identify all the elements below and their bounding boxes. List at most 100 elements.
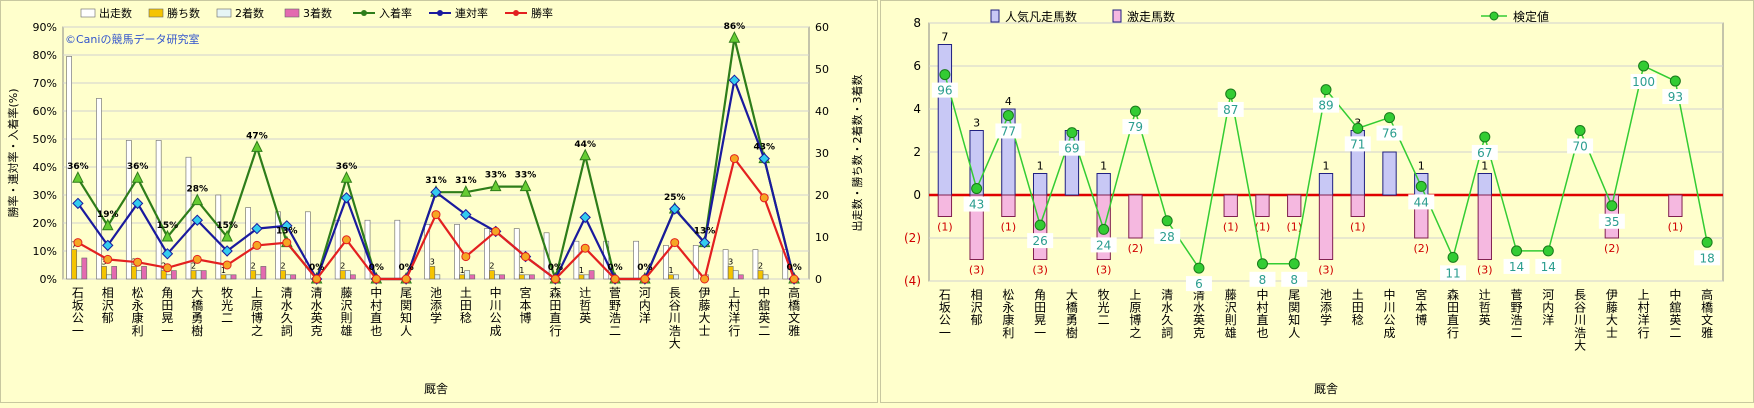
- legend-label: 検定値: [1513, 9, 1549, 24]
- bar-出走数: [513, 228, 520, 280]
- left-tick-label: 20%: [33, 217, 57, 230]
- place-rate-label: 31%: [425, 176, 447, 186]
- test-value-label: 35: [1604, 215, 1619, 229]
- bar-popular-losers: [1064, 130, 1080, 196]
- test-value-label-bg: [963, 196, 990, 212]
- marker-勝率: [312, 274, 322, 284]
- marker-test-value: [1511, 245, 1523, 257]
- bar-3着数: [588, 270, 595, 280]
- test-value-label: 14: [1509, 260, 1524, 274]
- bar-勝ち数: [459, 274, 465, 280]
- test-value-label-bg: [1694, 250, 1721, 266]
- test-value-label: 87: [1223, 103, 1238, 117]
- marker-連対率: [460, 208, 472, 221]
- legend-label: 勝率: [531, 6, 553, 20]
- bar-出走数: [305, 211, 311, 280]
- test-value-label-bg: [1471, 144, 1498, 160]
- marker-test-value: [1256, 258, 1268, 270]
- bar-3着数: [469, 274, 476, 280]
- category-label: 石坂公一: [939, 288, 951, 340]
- popular-count-label: 1: [1323, 160, 1330, 173]
- marker-連対率: [72, 197, 84, 210]
- legend-label: 2着数: [235, 6, 264, 20]
- test-value-label-bg: [1313, 97, 1339, 113]
- right-axis-title: 出走数・勝ち数・2着数・3着数: [850, 75, 864, 232]
- marker-連対率: [102, 239, 114, 252]
- marker-勝率: [401, 274, 411, 284]
- test-value-label: 26: [1033, 234, 1048, 248]
- win-count-label: 3: [728, 257, 733, 266]
- category-label: 藤沢則雄: [1225, 288, 1237, 340]
- y-tick-label: 4: [913, 102, 921, 116]
- popular-count-label: 7: [941, 31, 948, 44]
- bar-出走数: [215, 194, 222, 280]
- category-label: 藤沢則雄: [340, 286, 352, 338]
- upset-count-label: (2): [1128, 242, 1144, 255]
- bar-popular-losers: [937, 44, 953, 196]
- marker-勝率: [759, 193, 769, 203]
- marker-勝率: [73, 238, 83, 248]
- bar-popular-losers: [1382, 151, 1397, 196]
- marker-入着率: [72, 171, 84, 183]
- marker-test-value: [1479, 131, 1491, 143]
- marker-連対率: [251, 222, 263, 235]
- x-axis-title: 厩舎: [424, 382, 448, 396]
- bar-出走数: [185, 156, 192, 280]
- test-value-label-bg: [1217, 101, 1244, 117]
- bar-3着数: [290, 274, 297, 280]
- legend-label: 連対率: [455, 6, 488, 20]
- bar-勝ち数: [250, 270, 257, 280]
- marker-入着率: [519, 179, 532, 192]
- test-value-label: 6: [1195, 277, 1203, 291]
- test-value-label: 96: [937, 84, 952, 98]
- win-count-label: 2: [251, 262, 256, 271]
- upset-count-label: (3): [1477, 264, 1493, 277]
- legend-swatch-勝ち数: [148, 8, 164, 18]
- test-value-label: 14: [1541, 260, 1556, 274]
- marker-test-value: [1669, 75, 1681, 87]
- place-rate-label: 15%: [216, 221, 238, 231]
- place-rate-label: 0%: [786, 263, 801, 273]
- bar-出走数: [692, 245, 699, 280]
- legend-swatch-3着数: [284, 8, 300, 18]
- bar-2着数: [732, 270, 739, 280]
- legend-swatch-2着数: [216, 8, 232, 18]
- category-label: 宮本博: [1415, 287, 1427, 327]
- bar-勝ち数: [429, 266, 436, 280]
- legend-marker-連対率: [437, 10, 443, 16]
- test-value-label-bg: [1122, 119, 1149, 135]
- category-label: 河内洋: [1542, 288, 1554, 327]
- marker-test-value: [1415, 180, 1427, 192]
- bar-popular-losers: [1096, 173, 1111, 196]
- bar-3着数: [260, 266, 267, 280]
- bar-upset-horses: [1223, 194, 1238, 217]
- marker-test-value: [971, 183, 983, 195]
- category-label: 土田稔: [460, 286, 472, 325]
- marker-入着率: [191, 193, 204, 206]
- right-tick-label: 20: [815, 189, 829, 202]
- marker-勝率: [431, 210, 441, 220]
- bar-出走数: [454, 224, 460, 280]
- upset-count-label: (1): [1350, 221, 1366, 234]
- test-value-label: 43: [969, 198, 984, 212]
- marker-入着率: [340, 171, 353, 183]
- place-rate-label: 86%: [724, 22, 746, 32]
- place-rate-label: 47%: [246, 131, 268, 141]
- bar-出走数: [484, 228, 490, 280]
- marker-連対率: [191, 214, 203, 226]
- marker-連対率: [221, 245, 233, 257]
- place-rate-label: 0%: [637, 263, 652, 273]
- bar-upset-horses: [1255, 194, 1270, 217]
- bar-2着数: [524, 274, 530, 280]
- bar-3着数: [81, 257, 88, 280]
- test-value-label-bg: [1630, 74, 1657, 89]
- test-value-label: 18: [1699, 251, 1714, 265]
- marker-test-value: [1002, 109, 1014, 121]
- bar-popular-losers: [1032, 173, 1048, 196]
- category-label: 土田稔: [1352, 288, 1364, 327]
- category-label: 牧光二: [221, 286, 233, 325]
- category-label: 森田直行: [1447, 287, 1459, 340]
- bar-2着数: [673, 274, 679, 280]
- bar-勝ち数: [131, 266, 137, 280]
- win-count-label: 1: [579, 266, 584, 275]
